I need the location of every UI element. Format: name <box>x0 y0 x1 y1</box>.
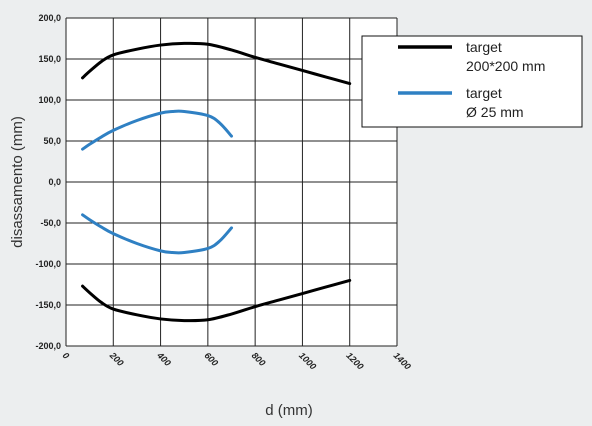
series-layer <box>81 41 352 323</box>
series-1-lower-line <box>81 213 233 255</box>
y-tick-label: 200,0 <box>38 13 61 23</box>
y-tick-label: 150,0 <box>38 54 61 64</box>
y-tick-labels: 200,0 150,0 100,0 50,0 0,0 -50,0 -100,0 -150,0 -… <box>35 13 61 351</box>
y-tick-label: 100,0 <box>38 95 61 105</box>
y-tick-label: 50,0 <box>43 136 61 146</box>
legend-label-0: 200*200 mm <box>466 58 545 74</box>
x-tick-label: 600 <box>202 350 220 368</box>
x-tick-label: 0 <box>61 350 72 361</box>
y-tick-label: 0,0 <box>48 177 61 187</box>
series-0-upper-line <box>81 41 352 86</box>
x-axis-title: d (mm) <box>265 402 313 419</box>
grid <box>65 17 398 347</box>
x-tick-label: 1400 <box>392 350 413 371</box>
series-1-upper-line <box>81 109 233 151</box>
x-tick-label: 1000 <box>297 350 318 371</box>
legend-label-0: target <box>466 39 502 55</box>
y-tick-label: -100,0 <box>35 259 61 269</box>
x-tick-labels: 0 200 400 600 800 1000 1200 1400 <box>61 350 413 372</box>
x-tick-label: 400 <box>154 350 172 368</box>
x-tick-label: 800 <box>250 350 268 368</box>
y-tick-label: -150,0 <box>35 300 61 310</box>
y-axis-title: disassamento (mm) <box>9 116 26 248</box>
legend-label-1: target <box>466 85 502 101</box>
legend-label-1: Ø 25 mm <box>466 104 524 120</box>
x-tick-label: 1200 <box>344 350 365 371</box>
series-0-lower-line <box>81 278 352 323</box>
legend: target 200*200 mm target Ø 25 mm <box>361 35 583 128</box>
y-tick-label: -200,0 <box>35 341 61 351</box>
x-tick-label: 200 <box>107 350 125 368</box>
y-tick-label: -50,0 <box>40 218 61 228</box>
legend-box <box>361 35 583 128</box>
